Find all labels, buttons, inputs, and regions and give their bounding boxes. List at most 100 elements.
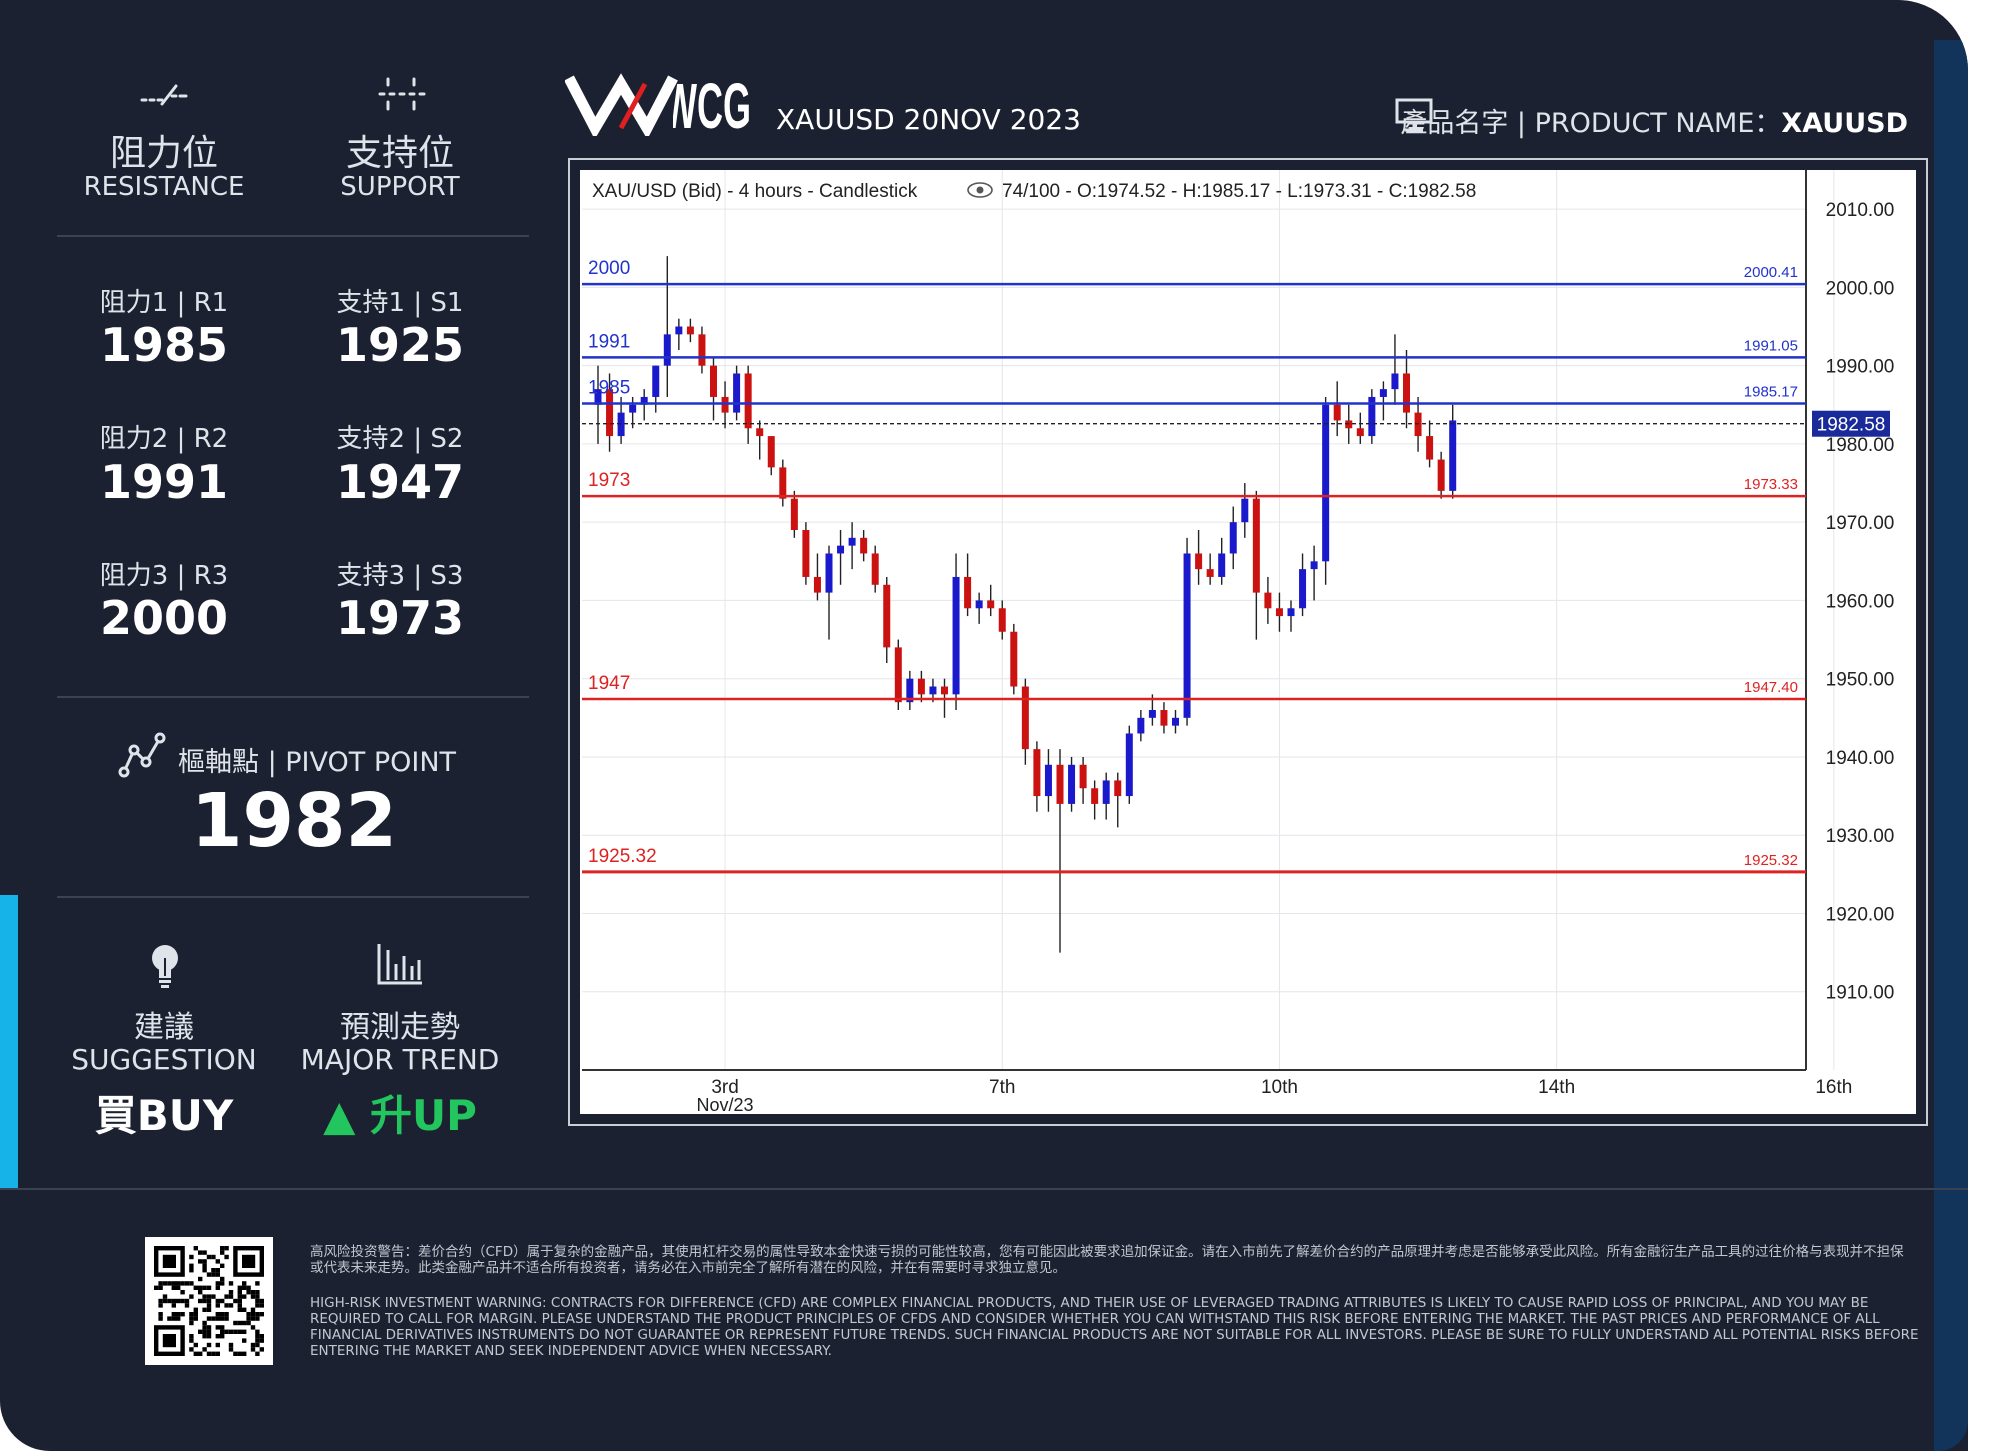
level-label-left-3: 1973 [588, 470, 630, 491]
candle-body-14 [756, 428, 764, 437]
candle-body-44 [1102, 780, 1110, 804]
candle-body-67 [1368, 396, 1376, 437]
candle-body-27 [906, 678, 914, 703]
candle-body-15 [767, 436, 775, 468]
candle-body-9 [698, 334, 706, 366]
candle-body-13 [744, 373, 752, 429]
level-label-left-1: 1991 [588, 331, 630, 352]
candle-body-66 [1356, 428, 1364, 437]
y-tick-label-9: 1920.00 [1826, 904, 1895, 925]
chart-background [580, 170, 1916, 1114]
y-tick-label-3: 1980.00 [1826, 435, 1895, 456]
last-price-label: 1982.58 [1817, 415, 1886, 436]
pivot-value: 1982 [191, 778, 397, 864]
candle-body-28 [917, 678, 925, 695]
candle-body-57 [1252, 498, 1260, 593]
candle-body-33 [975, 600, 983, 609]
chart-frame: 2000 2000.41 1991 1991.05 1985 1985.17 1973 197… [568, 158, 1928, 1126]
trend-cn: 預測走勢 [340, 1010, 460, 1045]
s2-label: 支持2 | S2 [336, 424, 464, 454]
y-tick-label-8: 1930.00 [1826, 826, 1895, 847]
y-tick-label-6: 1950.00 [1826, 670, 1895, 691]
candle-body-1 [606, 389, 614, 437]
candle-body-32 [964, 576, 972, 609]
candle-body-23 [860, 537, 868, 554]
candle-body-30 [941, 686, 948, 695]
level-label-right-2: 1985.17 [1744, 383, 1798, 400]
candle-body-50 [1172, 717, 1179, 726]
candle-body-21 [837, 545, 845, 554]
support-title-cn: 支持位 [345, 133, 454, 174]
r1-label: 阻力1 | R1 [99, 288, 229, 318]
monitor-icon [1395, 98, 1433, 138]
candle-body-49 [1160, 710, 1168, 726]
candle-body-54 [1218, 553, 1226, 577]
candle-body-41 [1068, 764, 1076, 804]
candle-body-61 [1299, 569, 1307, 609]
candle-body-37 [1021, 686, 1029, 750]
candle-body-63 [1322, 404, 1330, 562]
x-tick-label-4: 16th [1815, 1077, 1852, 1098]
divider-top [57, 235, 529, 237]
candle-body-24 [871, 553, 879, 585]
s1-label: 支持1 | S1 [336, 288, 464, 318]
candle-body-55 [1229, 522, 1237, 554]
candle-body-25 [883, 584, 891, 648]
candle-body-34 [987, 600, 995, 609]
support-title-en: SUPPORT [340, 172, 460, 202]
candle-body-52 [1195, 553, 1203, 570]
disclaimer-cn: 高风险投资警告：差价合约（CFD）属于复杂的金融产品，其使用杠杆交易的属性导致本… [310, 1244, 1904, 1276]
candle-body-43 [1091, 788, 1099, 804]
s1-value: 1925 [335, 318, 465, 372]
level-label-right-1: 1991.05 [1744, 337, 1798, 354]
candle-body-0 [594, 389, 602, 405]
pivot-label: 樞軸點 | PIVOT POINT [178, 747, 457, 778]
y-tick-label-4: 1970.00 [1826, 513, 1895, 534]
trend-en: MAJOR TREND [300, 1043, 500, 1076]
r2-label: 阻力2 | R2 [99, 424, 229, 454]
y-tick-label-7: 1940.00 [1826, 748, 1895, 769]
level-label-left-5: 1925.32 [588, 846, 657, 867]
candle-body-35 [998, 608, 1006, 632]
candle-body-47 [1137, 717, 1145, 734]
footer-divider [0, 1188, 1968, 1190]
qr-code[interactable] [145, 1237, 273, 1365]
candle-body-70 [1403, 373, 1410, 413]
candle-body-51 [1183, 553, 1191, 718]
candle-body-39 [1044, 764, 1052, 797]
candle-body-10 [710, 365, 717, 397]
wcg-logo: WCG [564, 70, 755, 140]
support-icon [376, 76, 426, 116]
suggestion-cn: 建議 [134, 1010, 194, 1045]
resistance-title-en: RESISTANCE [83, 172, 245, 202]
candle-body-62 [1310, 561, 1318, 570]
lightbulb-icon [148, 942, 182, 994]
candle-body-45 [1114, 780, 1122, 797]
bar-chart-icon [376, 942, 424, 990]
candle-body-42 [1079, 764, 1087, 789]
r3-value: 2000 [99, 591, 229, 645]
candle-body-64 [1333, 404, 1341, 421]
level-label-right-5: 1925.32 [1744, 852, 1798, 869]
candle-body-16 [779, 467, 787, 499]
candle-body-4 [640, 396, 648, 405]
pivot-icon [118, 730, 166, 782]
candle-body-59 [1275, 608, 1283, 617]
x-tick-label-1: 7th [989, 1077, 1015, 1098]
y-tick-label-1: 2000.00 [1826, 278, 1895, 299]
trend-value: ▲ 升UP [323, 1091, 477, 1140]
candle-body-31 [952, 576, 960, 695]
level-label-right-4: 1947.40 [1744, 679, 1798, 696]
report-subtitle: XAUUSD 20NOV 2023 [776, 103, 1081, 136]
r3-label: 阻力3 | R3 [99, 561, 229, 591]
candle-body-20 [825, 553, 833, 593]
product-name-value: XAUUSD [1781, 108, 1908, 139]
level-label-right-3: 1973.33 [1744, 476, 1798, 493]
x-tick-sublabel-0: Nov/23 [697, 1095, 754, 1115]
y-tick-label-2: 1990.00 [1826, 357, 1895, 378]
candle-body-3 [629, 404, 637, 413]
candle-body-40 [1056, 764, 1064, 804]
wcg-logo-text: WCG [663, 70, 751, 136]
candle-body-22 [848, 537, 856, 546]
